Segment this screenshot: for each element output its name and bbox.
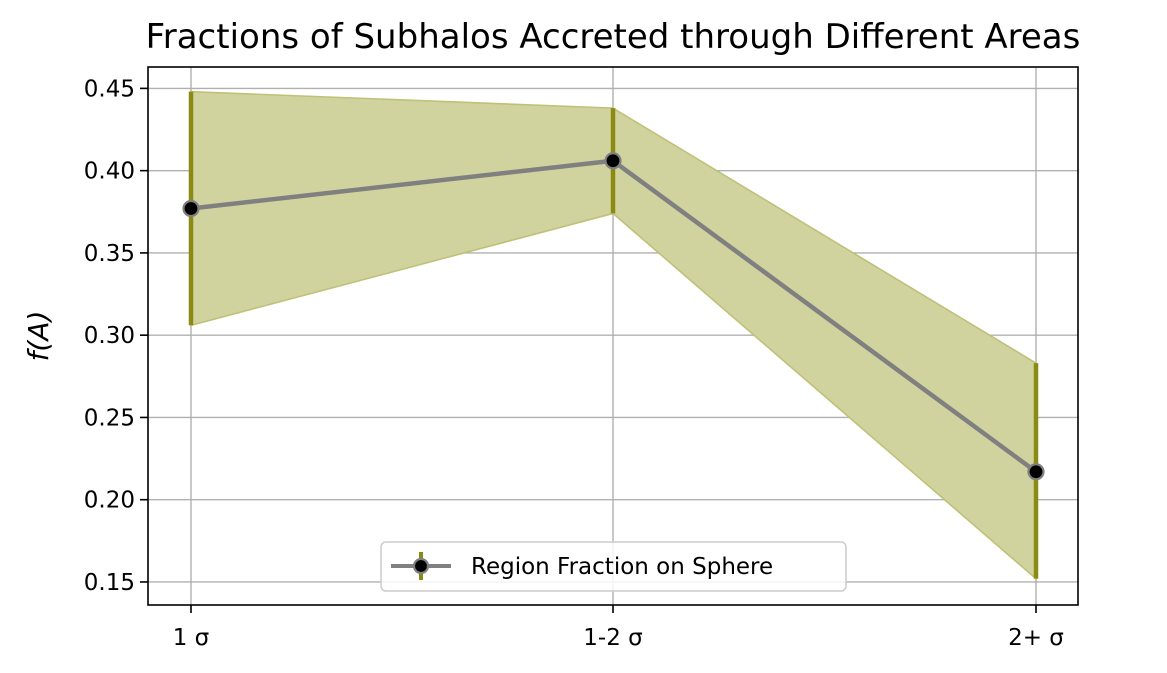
x-tick-label: 1-2 σ <box>583 625 642 651</box>
y-axis-ticks: 0.15 0.20 0.25 0.30 0.35 0.40 0.45 <box>84 76 148 596</box>
y-tick-label: 0.15 <box>84 570 135 596</box>
legend: Region Fraction on Sphere <box>380 541 847 592</box>
legend-box <box>380 541 847 592</box>
data-points-group <box>182 152 1045 481</box>
y-tick-label: 0.20 <box>84 488 135 514</box>
data-point <box>604 152 622 170</box>
x-tick-label: 1 σ <box>173 625 210 651</box>
y-tick-label: 0.30 <box>84 323 135 349</box>
y-tick-label: 0.45 <box>84 76 135 102</box>
x-tick-label: 2+ σ <box>1008 625 1064 651</box>
legend-marker-swatch <box>412 557 430 575</box>
y-tick-label: 0.40 <box>84 159 135 185</box>
data-point <box>1027 463 1045 481</box>
data-point <box>182 199 200 218</box>
chart-title: Fractions of Subhalos Accreted through D… <box>146 17 1081 57</box>
y-axis-label: f(A) <box>22 311 55 362</box>
y-tick-label: 0.35 <box>84 241 135 267</box>
legend-label: Region Fraction on Sphere <box>471 554 773 580</box>
y-tick-label: 0.25 <box>84 405 135 431</box>
x-axis-ticks: 1 σ 1-2 σ 2+ σ <box>173 605 1064 651</box>
